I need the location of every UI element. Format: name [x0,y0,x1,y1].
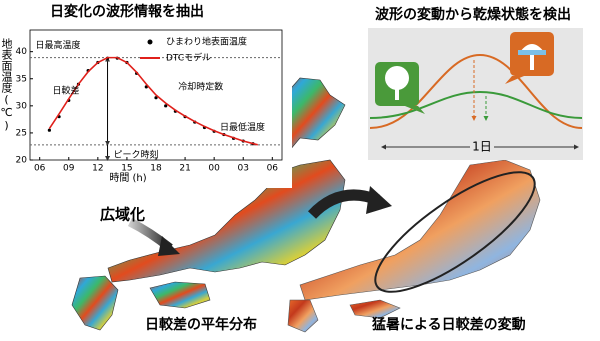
x-tick-label: 03 [238,164,249,174]
chart: 20 25 30 35 40 06 09 12 15 18 21 00 03 06 ひまわり地表面温度 DTC… [16,29,283,174]
chart-title: 日変化の波形情報を抽出 [50,3,204,20]
observation-point [164,104,168,108]
x-tick-label: 00 [208,164,220,174]
legend-label: DTCモデル [166,52,211,64]
x-tick-label: 09 [63,164,75,174]
right-title: 波形の変動から乾燥状態を検出 [375,6,571,23]
y-tick-label: 25 [16,128,27,138]
y-tick-label: 40 [16,47,28,57]
x-tick-label: 15 [121,164,132,174]
observation-point [154,96,158,100]
upscale-arrow-head [158,236,180,256]
x-tick-label: 18 [150,164,162,174]
x-tick-label: 06 [34,164,46,174]
y-axis-label: 地表面温度(℃) [0,38,13,132]
legend-marker [147,39,153,45]
orange-tree-icon [505,32,554,84]
x-tick-label: 06 [267,164,279,174]
period-label: 1日 [472,140,492,154]
annotation: 日最低温度 [220,121,265,133]
green-wave [369,90,583,119]
right-map [287,159,541,333]
annotation: 日最高温度 [36,39,81,51]
annotation: 冷却時定数 [178,80,223,92]
caption-left-map: 日較差の平年分布 [145,316,257,333]
legend-label: ひまわり地表面温度 [166,36,247,48]
model-line [48,56,258,146]
green-tree-icon [375,62,425,114]
y-tick-label: 20 [16,156,28,166]
x-tick-label: 21 [179,164,190,174]
observation-point [47,128,51,132]
annotation: 日較差 [53,85,80,97]
big-arrow-head [366,186,392,214]
caption-upscale: 広域化 [100,206,145,224]
y-tick-label: 35 [16,74,27,84]
x-axis-label: 時間 (h) [109,172,146,184]
caption-right-map: 猛暑による日較差の変動 [371,316,526,333]
x-tick-label: 12 [92,164,103,174]
y-tick-label: 30 [16,101,28,111]
annotation: ピーク時刻 [114,150,159,161]
highlight-oval [374,171,536,293]
